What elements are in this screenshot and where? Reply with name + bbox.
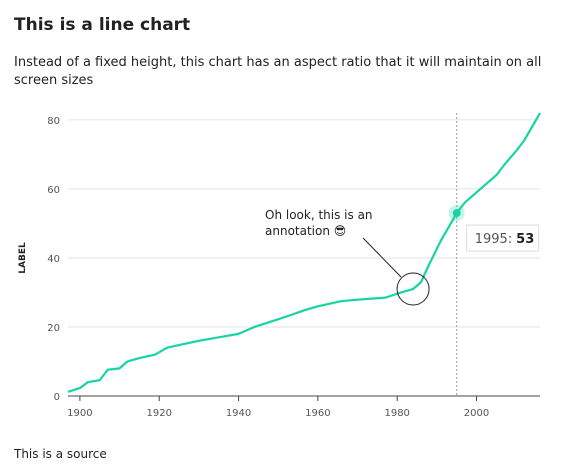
tooltip-value: 53: [516, 232, 534, 247]
source: This is a source: [13, 447, 107, 461]
y-tick-label: 20: [47, 323, 60, 334]
annotation-text: Oh look, this is an: [265, 208, 373, 222]
x-tick-label: 1960: [305, 408, 330, 419]
subtitle: screen sizes: [14, 73, 94, 88]
x-tick-label: 2000: [464, 408, 489, 419]
annotation-circle: [396, 272, 430, 306]
x-tick-label: 1940: [226, 408, 251, 419]
line: [67, 112, 541, 393]
annotation-connector: [362, 237, 402, 278]
subtitle: Instead of a fixed height, this chart ha…: [14, 55, 541, 70]
y-tick-label: 80: [47, 116, 60, 127]
x-tick-label: 1920: [147, 408, 172, 419]
x-tick-label: 1900: [67, 408, 92, 419]
tooltip-box: [466, 224, 540, 252]
y-tick-label: 60: [47, 185, 60, 196]
y-axis-label: LABEL: [18, 242, 28, 274]
x-tick-label: 1980: [384, 408, 409, 419]
highlight-point: [452, 209, 461, 218]
y-tick-label: 40: [47, 254, 60, 265]
annotation-text: annotation 😎: [265, 224, 346, 238]
chart-title: This is a line chart: [14, 15, 190, 35]
tooltip-label: 1995:: [475, 232, 512, 247]
tooltip-text: 1995: 53: [475, 232, 535, 247]
y-tick-label: 0: [54, 392, 60, 403]
